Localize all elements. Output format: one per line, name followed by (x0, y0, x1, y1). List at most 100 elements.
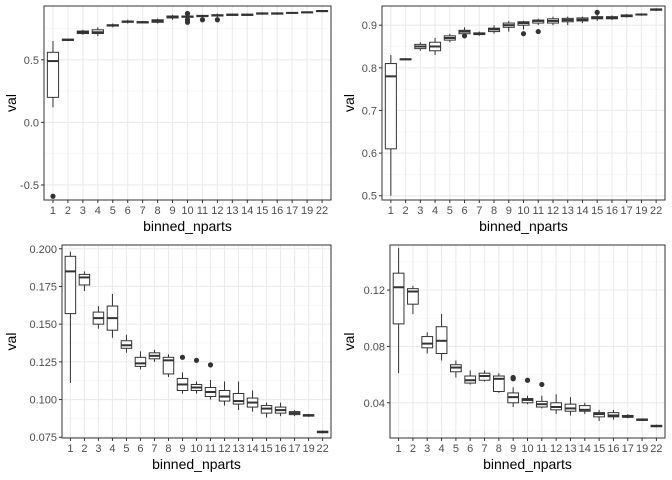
boxplot-box (550, 394, 563, 415)
boxplot-box (106, 294, 119, 338)
x-tick-label: 11 (197, 205, 208, 217)
boxplot-box (605, 15, 618, 21)
x-tick-label: 12 (550, 443, 562, 455)
boxplot-box (92, 306, 105, 329)
boxplot-box (478, 370, 491, 382)
x-tick-label: 22 (316, 205, 328, 217)
boxplot-box (635, 13, 648, 16)
boxplot-box (78, 271, 91, 291)
x-tick-label: 11 (533, 205, 544, 217)
boxplot-box (226, 13, 239, 17)
boxplot-box (593, 409, 605, 422)
outlier-point (50, 193, 56, 199)
boxplot-box (621, 414, 634, 419)
x-tick-label: 10 (181, 205, 193, 217)
outlier-point (520, 31, 527, 37)
boxplot-box (464, 370, 477, 385)
boxplot-box (162, 354, 175, 377)
x-tick-label: 17 (288, 443, 300, 455)
x-tick-label: 15 (593, 443, 605, 455)
x-tick-label: 16 (606, 205, 618, 217)
boxplot-box (421, 332, 434, 354)
x-tick-label: 1 (388, 205, 394, 217)
y-tick-label: 0.175 (29, 281, 57, 293)
boxplot-box (64, 251, 77, 383)
outlier-point (193, 357, 200, 363)
y-tick-label: 0.6 (362, 148, 377, 160)
box-iqr (392, 272, 405, 325)
box-iqr (407, 288, 419, 305)
boxplot-box (473, 31, 486, 36)
box-iqr (232, 393, 245, 405)
x-tick-label: 8 (155, 205, 161, 217)
x-tick-label: 13 (226, 205, 238, 217)
x-tick-label: 17 (622, 443, 634, 455)
boxplot-box (636, 418, 648, 422)
x-axis-title: binned_nparts (143, 218, 232, 234)
x-tick-label: 13 (564, 443, 576, 455)
boxplot-box (218, 381, 231, 406)
boxplot-box (151, 18, 164, 24)
boxplot-box (546, 16, 560, 26)
x-tick-label: 8 (491, 205, 497, 217)
outlier-point (184, 17, 191, 23)
x-tick-label: 22 (650, 205, 662, 217)
boxplot-box (392, 247, 405, 374)
y-tick-label: 0.04 (364, 398, 385, 410)
x-tick-label: 14 (241, 205, 253, 217)
boxplot-box (300, 11, 314, 14)
boxplot-box (564, 397, 577, 416)
x-tick-label: 17 (621, 205, 633, 217)
x-tick-label: 2 (65, 205, 71, 217)
boxplot-box (136, 21, 149, 24)
boxplot-box (316, 430, 329, 434)
x-tick-label: 15 (591, 205, 603, 217)
x-tick-label: 3 (424, 443, 430, 455)
x-tick-label: 12 (547, 205, 559, 217)
boxplot-box (241, 13, 254, 17)
outlier-point (199, 17, 206, 23)
boxplot-box (46, 41, 60, 199)
x-tick-label: 14 (576, 205, 588, 217)
boxplot-box (211, 13, 224, 23)
x-tick-label: 6 (461, 205, 467, 217)
boxplot-box (443, 33, 456, 43)
boxplot-box (414, 42, 427, 51)
x-tick-label: 22 (650, 443, 662, 455)
boxplot-box (578, 402, 591, 415)
x-tick-label: 2 (410, 443, 416, 455)
x-tick-label: 4 (432, 205, 438, 217)
outlier-point (207, 362, 214, 368)
x-tick-label: 14 (579, 443, 591, 455)
boxplot-box (134, 351, 147, 370)
boxplot-box (458, 27, 471, 39)
x-tick-label: 8 (496, 443, 502, 455)
x-tick-label: 11 (205, 443, 216, 455)
y-tick-label: 0.7 (362, 105, 377, 117)
boxplot-box (76, 29, 89, 35)
x-tick-label: 5 (453, 443, 459, 455)
x-tick-label: 4 (439, 443, 445, 455)
outlier-point (524, 377, 531, 383)
y-tick-label: 0.8 (362, 63, 377, 75)
box-iqr (46, 51, 60, 98)
x-tick-label: 11 (536, 443, 547, 455)
boxplot-box (315, 10, 329, 13)
box-iqr (78, 273, 91, 286)
boxplot-box (620, 14, 633, 18)
boxplot-box (407, 285, 419, 315)
boxplot-box (288, 410, 301, 417)
boxplot-box (286, 11, 299, 14)
x-tick-label: 5 (447, 205, 453, 217)
box-iqr (384, 63, 397, 150)
x-axis-title: binned_nparts (152, 456, 241, 472)
x-tick-label: 12 (211, 205, 223, 217)
boxplot-box (302, 413, 315, 417)
box-iqr (492, 375, 505, 393)
x-tick-label: 6 (137, 443, 143, 455)
boxplot-box (535, 381, 548, 409)
boxplot-box (502, 20, 515, 32)
x-tick-label: 5 (123, 443, 129, 455)
boxplot-box (384, 55, 397, 196)
